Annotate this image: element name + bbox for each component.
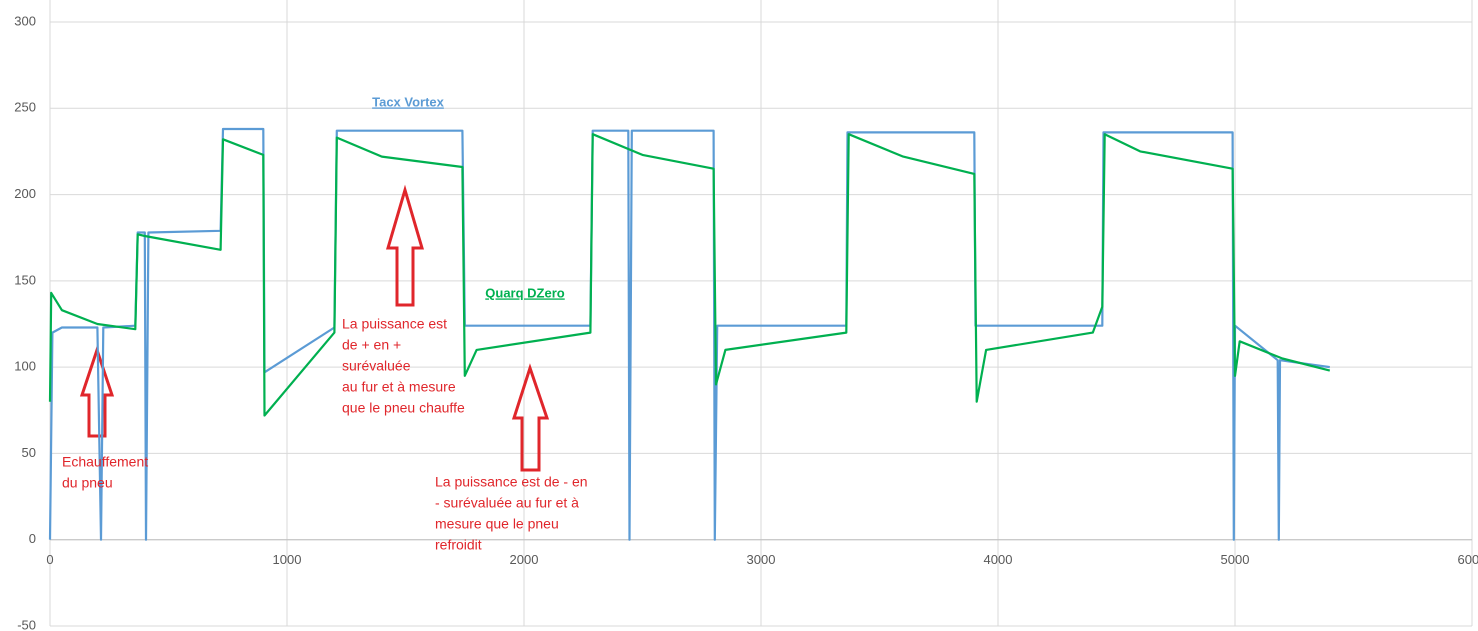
annotation: mesure que le pneu (435, 516, 559, 532)
arrow (385, 184, 425, 307)
y-tick-label: 0 (29, 531, 36, 546)
y-tick-label: 150 (14, 272, 36, 287)
x-tick-label: 0 (46, 552, 53, 567)
annotation: La puissance est de - en (435, 474, 588, 490)
series-line (48, 133, 1331, 417)
series-label: Quarq DZero (485, 285, 565, 300)
annotation: surévaluée (342, 358, 411, 374)
annotation: du pneu (62, 475, 113, 491)
arrows (79, 184, 550, 472)
arrow (79, 345, 115, 438)
annotation: de + en + (342, 337, 401, 353)
y-tick-label: -50 (17, 617, 36, 631)
x-tick-label: 3000 (747, 552, 776, 567)
annotation: refroidit (435, 537, 482, 553)
arrow (511, 363, 550, 472)
x-tick-label: 1000 (273, 552, 302, 567)
y-tick-label: 100 (14, 359, 36, 374)
annotation: au fur et à mesure (342, 379, 456, 395)
annotation: - surévaluée au fur et à (435, 495, 579, 511)
x-tick-label: 5000 (1221, 552, 1250, 567)
y-tick-label: 300 (14, 13, 36, 28)
annotation: Echauffement (62, 454, 148, 470)
annotation: que le pneu chauffe (342, 400, 465, 416)
y-tick-label: 200 (14, 186, 36, 201)
series-label: Tacx Vortex (372, 94, 445, 109)
x-tick-label: 6000 (1458, 552, 1478, 567)
x-tick-label: 2000 (510, 552, 539, 567)
annotation: La puissance est (342, 316, 447, 332)
x-tick-label: 4000 (984, 552, 1013, 567)
y-tick-label: 50 (22, 445, 36, 460)
y-tick-label: 250 (14, 100, 36, 115)
